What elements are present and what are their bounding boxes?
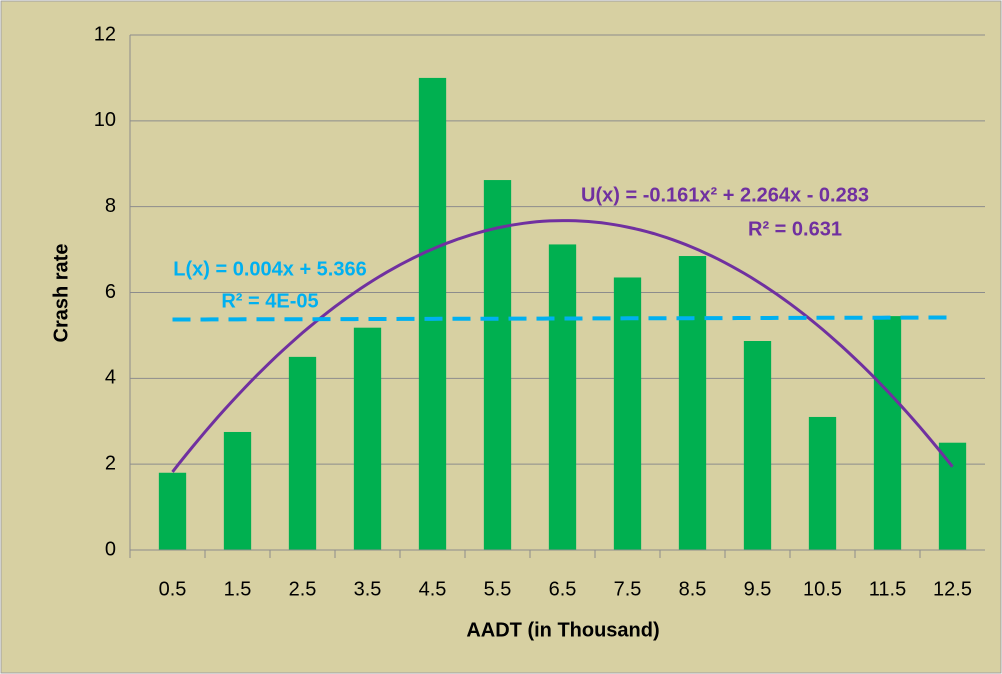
- x-tick-label: 6.5: [549, 578, 577, 600]
- y-tick-label: 0: [105, 538, 116, 560]
- x-tick-label: 7.5: [614, 578, 642, 600]
- bar: [678, 256, 707, 550]
- x-tick-label: 8.5: [679, 578, 707, 600]
- bar: [873, 316, 902, 550]
- x-tick-label: 11.5: [869, 578, 906, 600]
- x-tick-label: 3.5: [354, 578, 382, 600]
- bar: [613, 277, 642, 550]
- x-tick-label: 2.5: [289, 578, 317, 600]
- x-axis-title: AADT (in Thousand): [466, 619, 659, 641]
- bar: [938, 442, 967, 550]
- bar: [743, 340, 772, 550]
- y-tick-label: 10: [94, 109, 116, 131]
- x-tick-label: 9.5: [744, 578, 772, 600]
- trendline-r2: R² = 4E-05: [221, 290, 318, 312]
- x-tick-label: 5.5: [484, 578, 512, 600]
- bar: [548, 244, 577, 550]
- y-tick-label: 12: [94, 23, 116, 45]
- bar: [223, 431, 252, 550]
- trendline-equation: L(x) = 0.004x + 5.366: [173, 258, 366, 280]
- bar: [483, 180, 512, 550]
- trendline: [171, 219, 954, 473]
- y-tick-label: 4: [105, 367, 116, 389]
- trendline-equation: U(x) = -0.161x² + 2.264x - 0.283: [581, 184, 869, 206]
- x-tick-label: 10.5: [803, 578, 842, 600]
- bar: [808, 416, 837, 550]
- bar: [353, 327, 382, 550]
- bar: [418, 77, 447, 551]
- y-tick-label: 8: [105, 195, 116, 217]
- x-tick-label: 12.5: [933, 578, 972, 600]
- trendline: [172, 315, 953, 322]
- x-tick-label: 1.5: [224, 578, 252, 600]
- y-tick-label: 6: [105, 281, 116, 303]
- x-tick-label: 0.5: [159, 578, 187, 600]
- bar: [158, 472, 187, 550]
- x-tick-label: 4.5: [419, 578, 447, 600]
- y-axis-title: Crash rate: [50, 244, 72, 343]
- trendline-r2: R² = 0.631: [748, 218, 842, 240]
- y-tick-label: 2: [105, 452, 116, 474]
- bar: [288, 356, 317, 550]
